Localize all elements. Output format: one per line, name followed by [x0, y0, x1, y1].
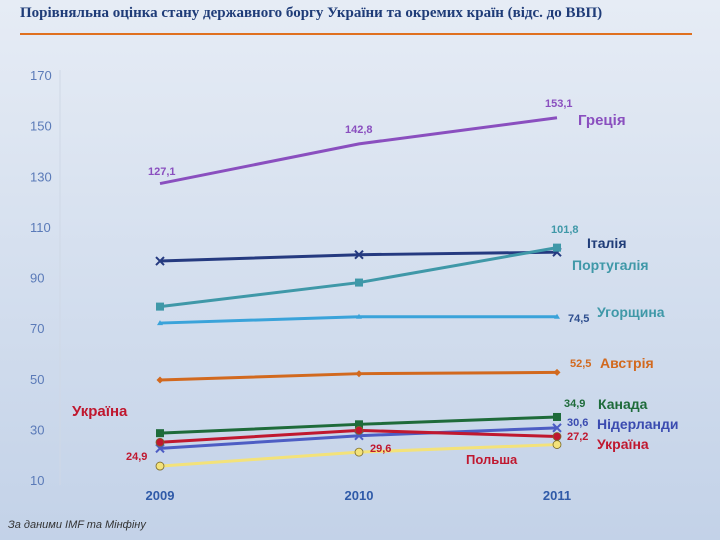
- y-tick-label: 90: [30, 271, 44, 286]
- series-name-label: Австрія: [600, 355, 654, 371]
- data-point-circle: [155, 437, 165, 447]
- y-tick-label: 150: [30, 119, 52, 134]
- data-label: 74,5: [568, 313, 589, 325]
- series-name-label: Нідерланди: [597, 416, 679, 432]
- series-name-label: Польша: [466, 452, 518, 467]
- chart-title: Порівняльна оцінка стану державного борг…: [20, 5, 603, 21]
- data-label: 30,6: [567, 417, 588, 429]
- data-point-square: [156, 429, 164, 438]
- data-point-circle: [354, 447, 364, 457]
- y-tick-label: 30: [30, 422, 44, 437]
- data-label: 101,8: [551, 224, 579, 236]
- data-point-square: [355, 420, 363, 429]
- series-name-label: Греція: [578, 112, 626, 129]
- data-point-x: [354, 250, 364, 260]
- data-point-diamond: [355, 370, 363, 378]
- data-point-triangle: [554, 313, 560, 319]
- data-point-square: [156, 302, 164, 311]
- series-line: [159, 116, 558, 186]
- data-label: 24,9: [126, 451, 147, 463]
- data-point-triangle: [157, 320, 163, 326]
- series-name-label: Португалія: [572, 257, 649, 273]
- data-label: 52,5: [570, 358, 591, 370]
- data-point-triangle: [356, 313, 362, 319]
- y-tick-label: 50: [30, 372, 44, 387]
- y-tick-label: 170: [30, 68, 52, 83]
- series-name-label: Італія: [587, 235, 626, 251]
- series-name-label: Канада: [598, 396, 648, 412]
- data-label: 27,2: [567, 431, 588, 443]
- series-name-label: Україна: [597, 436, 649, 452]
- series-name-label: Україна: [72, 403, 128, 420]
- data-point-diamond: [156, 376, 164, 384]
- data-point-x: [155, 256, 165, 266]
- data-point-x: [552, 423, 562, 433]
- data-point-square: [355, 278, 363, 287]
- y-tick-label: 10: [30, 473, 44, 488]
- y-tick-label: 110: [30, 220, 51, 235]
- data-point-diamond: [553, 368, 561, 376]
- data-label: 127,1: [148, 166, 176, 178]
- data-label: 153,1: [545, 98, 573, 110]
- data-point-square: [553, 243, 561, 252]
- source-note: За даними IMF та Мінфіну: [8, 519, 146, 531]
- data-point-circle: [155, 461, 165, 471]
- data-point-circle: [552, 432, 562, 441]
- y-tick-label: 70: [30, 321, 44, 336]
- data-point-square: [553, 412, 561, 421]
- data-point-circle: [552, 440, 562, 449]
- series-name-label: Угорщина: [597, 304, 665, 320]
- data-label: 29,6: [370, 443, 391, 455]
- title-underline: [20, 33, 692, 35]
- x-tick-label: 2010: [345, 488, 374, 503]
- y-tick-label: 130: [30, 169, 52, 184]
- data-label: 34,9: [564, 398, 585, 410]
- x-tick-label: 2011: [543, 488, 571, 503]
- data-point-circle: [354, 425, 364, 435]
- x-tick-label: 2009: [146, 488, 175, 503]
- data-label: 142,8: [345, 124, 373, 136]
